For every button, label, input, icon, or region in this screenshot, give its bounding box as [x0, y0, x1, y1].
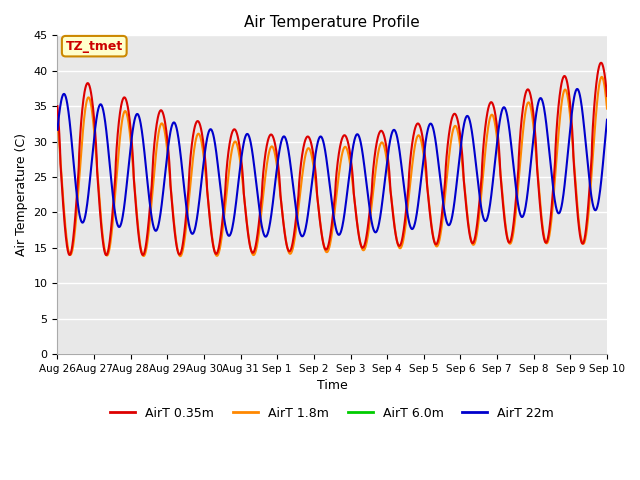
AirT 0.35m	[597, 60, 605, 66]
AirT 0.35m	[102, 252, 110, 258]
AirT 1.8m	[176, 253, 184, 259]
AirT 0.35m	[418, 130, 426, 136]
AirT 1.8m	[490, 115, 497, 120]
AirT 1.8m	[54, 116, 61, 121]
X-axis label: Time: Time	[317, 379, 348, 392]
AirT 1.8m	[538, 219, 546, 225]
AirT 22m	[176, 144, 184, 150]
Title: Air Temperature Profile: Air Temperature Profile	[244, 15, 420, 30]
AirT 1.8m	[163, 139, 170, 144]
Text: TZ_tmet: TZ_tmet	[66, 40, 123, 53]
AirT 0.35m	[54, 103, 61, 109]
AirT 0.35m	[237, 159, 245, 165]
AirT 0.35m	[163, 131, 170, 136]
Legend: AirT 0.35m, AirT 1.8m, AirT 6.0m, AirT 22m: AirT 0.35m, AirT 1.8m, AirT 6.0m, AirT 2…	[106, 402, 559, 425]
AirT 0.35m	[538, 223, 546, 229]
AirT 22m	[262, 234, 269, 240]
AirT 22m	[237, 157, 245, 163]
AirT 22m	[54, 127, 61, 132]
AirT 1.8m	[177, 253, 184, 259]
AirT 22m	[603, 117, 611, 122]
AirT 1.8m	[418, 141, 426, 146]
AirT 1.8m	[598, 74, 605, 80]
AirT 22m	[490, 172, 497, 178]
Y-axis label: Air Temperature (C): Air Temperature (C)	[15, 133, 28, 256]
AirT 22m	[538, 97, 546, 103]
Line: AirT 1.8m: AirT 1.8m	[58, 77, 607, 256]
AirT 1.8m	[237, 169, 245, 175]
Line: AirT 22m: AirT 22m	[58, 89, 607, 237]
AirT 0.35m	[603, 93, 611, 99]
AirT 22m	[163, 160, 170, 166]
AirT 0.35m	[176, 252, 184, 257]
Line: AirT 0.35m: AirT 0.35m	[58, 63, 607, 255]
AirT 1.8m	[603, 106, 611, 111]
AirT 22m	[418, 170, 426, 176]
AirT 0.35m	[490, 103, 497, 109]
AirT 22m	[573, 86, 581, 92]
